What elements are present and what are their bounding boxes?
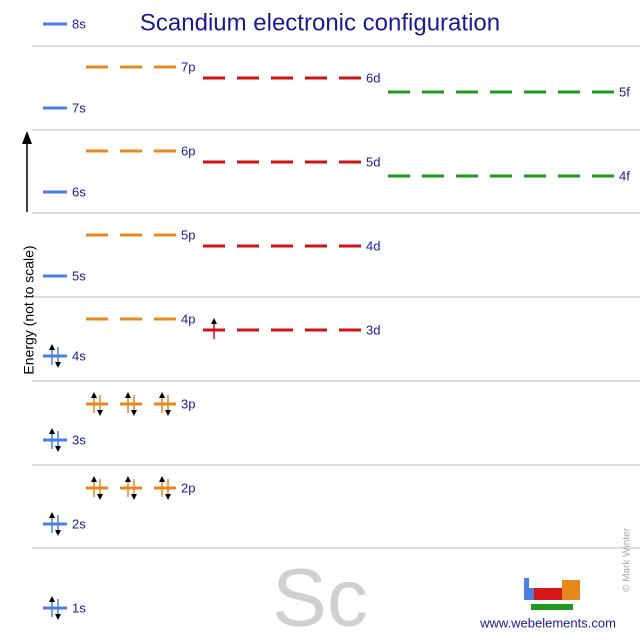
electron-head xyxy=(49,344,55,350)
level-label: 6d xyxy=(366,70,380,85)
subshell: 4f xyxy=(388,168,630,183)
electron-head xyxy=(55,362,61,368)
energy-arrow xyxy=(22,131,32,212)
electron-head xyxy=(211,318,217,324)
level-label: 6s xyxy=(72,184,86,199)
electron-head xyxy=(165,410,171,416)
axis-label: Energy (not to scale) xyxy=(21,245,37,374)
level-label: 7s xyxy=(72,100,86,115)
electron xyxy=(55,515,61,536)
electron-head xyxy=(55,614,61,620)
electron-head xyxy=(55,446,61,452)
subshell: 1s xyxy=(43,596,86,620)
level-label: 5d xyxy=(366,154,380,169)
subshell: 2s xyxy=(43,512,86,536)
electron-head xyxy=(131,494,137,500)
level-label: 2p xyxy=(181,480,195,495)
level-label: 1s xyxy=(72,600,86,615)
logo-block xyxy=(529,588,534,600)
level-label: 2s xyxy=(72,516,86,531)
arrow-head xyxy=(22,131,32,144)
level-label: 4p xyxy=(181,311,195,326)
electron xyxy=(91,392,97,413)
electron xyxy=(211,318,217,339)
logo-block xyxy=(531,604,573,610)
level-label: 6p xyxy=(181,143,195,158)
subshell: 4d xyxy=(203,238,380,253)
subshell: 5s xyxy=(43,268,86,283)
electron xyxy=(97,395,103,416)
electron-head xyxy=(97,410,103,416)
electron xyxy=(55,431,61,452)
credit: © Mark Winter xyxy=(622,527,633,592)
subshell: 8s xyxy=(43,16,86,31)
electron-head xyxy=(125,476,131,482)
electron xyxy=(49,428,55,449)
separators xyxy=(32,45,640,549)
subshell: 3s xyxy=(43,428,86,452)
subshell: 7s xyxy=(43,100,86,115)
electron-head xyxy=(49,596,55,602)
subshell: 3d xyxy=(203,318,380,339)
subshell: 4p xyxy=(86,311,195,326)
electron xyxy=(165,395,171,416)
electron xyxy=(49,596,55,617)
url[interactable]: www.webelements.com xyxy=(479,615,616,630)
electron xyxy=(125,476,131,497)
subshell: 5p xyxy=(86,227,195,242)
level-label: 3s xyxy=(72,432,86,447)
element-symbol: Sc xyxy=(272,553,368,640)
logo-block xyxy=(534,588,562,600)
level-label: 5s xyxy=(72,268,86,283)
electron xyxy=(159,476,165,497)
level-label: 4f xyxy=(619,168,630,183)
subshell: 7p xyxy=(86,59,195,74)
logo-block xyxy=(562,580,580,600)
electron xyxy=(131,395,137,416)
subshell: 4s xyxy=(43,344,86,368)
electron-head xyxy=(49,512,55,518)
level-label: 4s xyxy=(72,348,86,363)
electron xyxy=(49,344,55,365)
level-label: 5p xyxy=(181,227,195,242)
subshell: 5d xyxy=(203,154,380,169)
electron-head xyxy=(165,494,171,500)
level-label: 3d xyxy=(366,322,380,337)
electron-head xyxy=(97,494,103,500)
electron xyxy=(165,479,171,500)
level-label: 7p xyxy=(181,59,195,74)
level-label: 3p xyxy=(181,396,195,411)
electron-head xyxy=(91,476,97,482)
level-label: 4d xyxy=(366,238,380,253)
electron-head xyxy=(159,392,165,398)
electron xyxy=(159,392,165,413)
electron-head xyxy=(159,476,165,482)
electron xyxy=(131,479,137,500)
subshell: 6p xyxy=(86,143,195,158)
logo-block xyxy=(524,578,529,600)
logo xyxy=(524,578,580,610)
electron xyxy=(55,599,61,620)
electron-head xyxy=(125,392,131,398)
title: Scandium electronic configuration xyxy=(140,9,500,36)
subshell: 5f xyxy=(388,84,630,99)
electron-head xyxy=(49,428,55,434)
electron-head xyxy=(131,410,137,416)
electron xyxy=(55,347,61,368)
electron xyxy=(91,476,97,497)
levels: 1s 2s 2p 3s 3p 4s 3d 4p 5s 4d 5p 6s 4f 5d 6p 7s 5f 6d 7p 8s xyxy=(43,16,630,620)
electron-head xyxy=(91,392,97,398)
level-label: 5f xyxy=(619,84,630,99)
level-label: 8s xyxy=(72,16,86,31)
subshell: 6s xyxy=(43,184,86,199)
electron xyxy=(125,392,131,413)
electron xyxy=(97,479,103,500)
subshell: 3p xyxy=(86,392,195,416)
electron xyxy=(49,512,55,533)
subshell: 6d xyxy=(203,70,380,85)
electron-head xyxy=(55,530,61,536)
subshell: 2p xyxy=(86,476,195,500)
